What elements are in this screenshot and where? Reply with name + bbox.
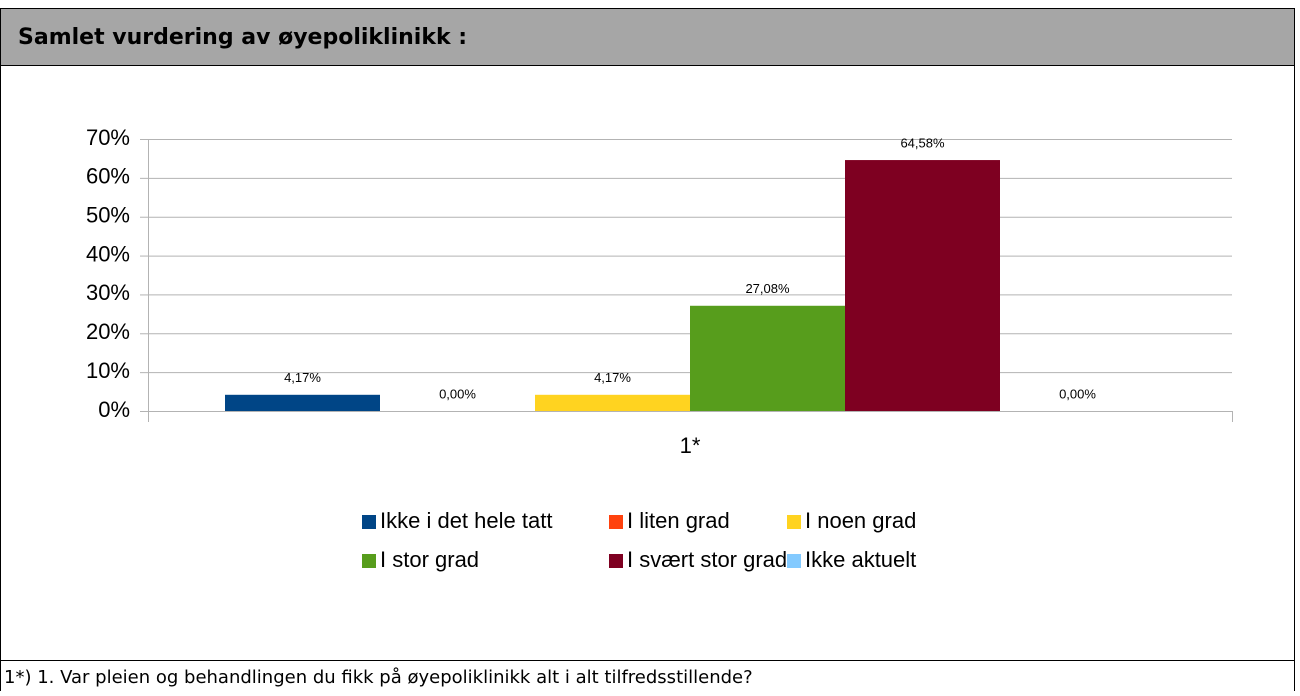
legend-label: I svært stor grad [627,547,787,572]
value-label: 4,17% [284,370,321,385]
y-tick-label: 50% [86,203,130,228]
x-tick-label: 1* [680,433,701,458]
value-label: 4,17% [594,370,631,385]
y-tick-label: 40% [86,241,130,266]
y-tick-label: 60% [86,164,130,189]
value-label: 0,00% [439,386,476,401]
legend-swatch [609,554,623,568]
legend-swatch [362,515,376,529]
y-tick-label: 10% [86,358,130,383]
value-label: 27,08% [745,281,790,296]
chart-title: Samlet vurdering av øyepoliklinikk : [18,25,467,50]
legend-label: I stor grad [380,547,479,572]
value-label: 0,00% [1059,386,1096,401]
header [0,8,1295,66]
y-tick-label: 30% [86,280,130,305]
caption: 1*) 1. Var pleien og behandlingen du fik… [4,667,753,688]
y-tick-label: 20% [86,319,130,344]
bar [690,305,845,411]
bar [845,160,1000,411]
bar [535,394,690,411]
legend-swatch [787,515,801,529]
legend-swatch [362,554,376,568]
legend-swatch [787,554,801,568]
legend-label: Ikke i det hele tatt [380,508,552,533]
frame [0,8,1295,696]
y-tick-label: 0% [98,397,130,422]
legend-swatch [609,515,623,529]
bar [225,394,380,411]
value-label: 64,58% [900,135,945,150]
y-tick-label: 70% [86,125,130,150]
legend-label: I liten grad [627,508,730,533]
legend-label: Ikke aktuelt [805,547,916,572]
legend-label: I noen grad [805,508,916,533]
